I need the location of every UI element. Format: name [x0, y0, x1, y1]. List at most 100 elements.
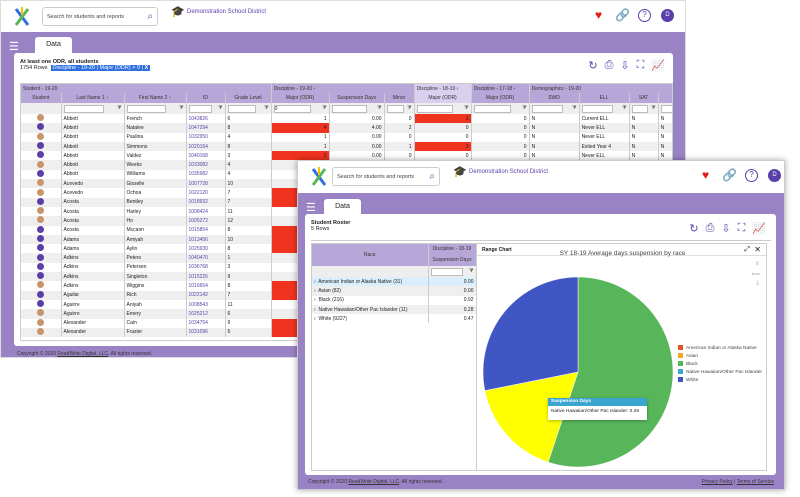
- search-input[interactable]: Search for students and reports ⌕: [42, 7, 158, 26]
- download-chart-icon[interactable]: ⤓: [756, 280, 759, 286]
- student-avatar[interactable]: [37, 179, 45, 187]
- cell-id[interactable]: 1033082: [186, 160, 226, 170]
- student-avatar[interactable]: [37, 262, 45, 270]
- pie-slice-native-hawaiian-other-pac-islander[interactable]: [484, 371, 579, 463]
- column-filter[interactable]: ⧩: [658, 103, 672, 114]
- cell-id[interactable]: 1040470: [186, 253, 226, 263]
- suspension-filter[interactable]: ⧩: [428, 266, 476, 277]
- column-filter[interactable]: ⧩: [225, 103, 272, 114]
- cell-id[interactable]: 1043826: [186, 114, 226, 124]
- filter-icon[interactable]: ⧩: [469, 267, 474, 274]
- student-avatar[interactable]: [37, 272, 45, 280]
- filter-input[interactable]: [581, 104, 614, 113]
- search-icon[interactable]: ⌕: [147, 11, 153, 22]
- cell-id[interactable]: 1020164: [186, 141, 226, 152]
- column-header[interactable]: SAT: [629, 93, 659, 103]
- link-icon[interactable]: 🔗: [722, 168, 737, 182]
- column-filter[interactable]: ⧩: [529, 103, 580, 114]
- cell-id[interactable]: 1008543: [186, 299, 226, 310]
- filter-input[interactable]: [227, 104, 257, 113]
- student-avatar[interactable]: [37, 114, 45, 122]
- column-header[interactable]: Suspension Days: [329, 93, 385, 103]
- student-avatar[interactable]: [37, 290, 45, 298]
- column-filter[interactable]: ⧩: [471, 103, 530, 114]
- student-avatar[interactable]: [37, 235, 45, 242]
- filter-icon[interactable]: ⧩: [218, 104, 223, 111]
- cell-id[interactable]: 1032950: [186, 132, 226, 142]
- filter-input[interactable]: [631, 104, 649, 113]
- column-header[interactable]: Last Name 1 ↑: [61, 93, 125, 103]
- group-header[interactable]: Discipline - 19-20 ‹: [271, 84, 415, 93]
- student-avatar[interactable]: [37, 327, 45, 335]
- student-avatar[interactable]: [37, 253, 45, 261]
- cell-id[interactable]: 1036768: [186, 262, 226, 273]
- legend-item[interactable]: White: [678, 377, 762, 385]
- column-filter[interactable]: ⧩: [384, 103, 415, 114]
- cell-id[interactable]: 1016654: [186, 281, 226, 291]
- race-row[interactable]: › White (9227) 0.47: [312, 314, 476, 324]
- student-avatar[interactable]: [37, 225, 45, 233]
- column-header[interactable]: Major (ODR): [271, 93, 330, 103]
- tab-data[interactable]: Data: [35, 37, 72, 53]
- fullscreen-icon[interactable]: ⛶: [737, 222, 746, 234]
- cell-id[interactable]: 1040168: [186, 151, 226, 161]
- race-cell[interactable]: › Black (216): [312, 295, 429, 305]
- filter-input[interactable]: [416, 104, 453, 113]
- student-avatar[interactable]: [37, 309, 45, 317]
- expand-row-icon[interactable]: ›: [314, 306, 316, 313]
- cell-id[interactable]: 1015854: [186, 225, 226, 235]
- filter-input[interactable]: [473, 104, 511, 113]
- column-filter[interactable]: ⧩: [629, 103, 659, 114]
- column-header[interactable]: Grade Level: [225, 93, 272, 103]
- student-avatar[interactable]: [37, 132, 45, 140]
- close-icon[interactable]: ✕: [754, 245, 761, 254]
- cell-id[interactable]: 1013456: [186, 234, 226, 245]
- filter-icon[interactable]: ⧩: [622, 104, 627, 111]
- filter-input[interactable]: [531, 104, 564, 113]
- company-link[interactable]: ReadWrite Digital, LLC: [348, 479, 400, 485]
- filter-icon[interactable]: ⧩: [572, 104, 577, 111]
- column-header-suspension-days[interactable]: Suspension Days: [428, 254, 476, 266]
- expand-icon[interactable]: ⤢: [744, 246, 750, 253]
- race-row[interactable]: › Asian (82) 0.00: [312, 286, 476, 296]
- user-avatar[interactable]: D: [768, 169, 781, 182]
- column-header[interactable]: SWD: [529, 93, 580, 103]
- column-header[interactable]: Student: [21, 93, 62, 103]
- filter-icon[interactable]: ⧩: [322, 104, 327, 111]
- student-avatar[interactable]: [37, 188, 45, 196]
- filter-icon[interactable]: ⧩: [179, 104, 184, 111]
- print-icon[interactable]: ⎙: [705, 222, 715, 234]
- student-avatar[interactable]: [37, 244, 45, 252]
- race-cell[interactable]: › White (9227): [312, 314, 429, 324]
- table-row[interactable]: Abbott Valdez 1040168 3 2 0.00 0 0 0 N Never ELL N N: [21, 151, 672, 161]
- search-input[interactable]: Search for students and reports ⌕: [332, 167, 440, 186]
- cell-id[interactable]: 1034754: [186, 318, 226, 328]
- company-link[interactable]: ReadWrite Digital, LLC: [57, 351, 109, 357]
- filter-input[interactable]: [660, 104, 672, 113]
- cell-id[interactable]: 1025930: [186, 244, 226, 254]
- expand-row-icon[interactable]: ›: [314, 287, 316, 294]
- column-header[interactable]: First Name 2 ↑: [124, 93, 187, 103]
- column-filter[interactable]: ⧩: [186, 103, 226, 114]
- student-avatar[interactable]: [37, 300, 45, 308]
- race-row[interactable]: › Native Hawaiian/Other Pac Islander (11…: [312, 304, 476, 315]
- hamburger-menu-icon[interactable]: ☰: [306, 202, 316, 214]
- table-row[interactable]: Abbott Natalee 1047294 8 4 4.00 2 0 0 N Never ELL N…: [21, 123, 672, 133]
- hamburger-menu-icon[interactable]: ☰: [9, 41, 19, 53]
- heart-icon[interactable]: ♥: [701, 168, 710, 182]
- column-header[interactable]: ID: [186, 93, 226, 103]
- column-filter[interactable]: ⧩: [579, 103, 630, 114]
- column-filter[interactable]: ⧩: [329, 103, 385, 114]
- user-avatar[interactable]: D: [661, 9, 674, 22]
- student-avatar[interactable]: [37, 142, 45, 150]
- filter-input[interactable]: [331, 104, 367, 113]
- terms-link[interactable]: Terms of Service: [736, 479, 774, 485]
- expand-row-icon[interactable]: ›: [314, 278, 316, 285]
- cell-id[interactable]: 1047294: [186, 123, 226, 133]
- legend-item[interactable]: Native Hawaiian/Other Pac Islander: [678, 369, 762, 377]
- cell-id[interactable]: 1022142: [186, 290, 226, 300]
- filter-icon[interactable]: ⧩: [407, 104, 412, 111]
- race-cell[interactable]: › Asian (82): [312, 286, 429, 296]
- student-avatar[interactable]: [37, 216, 45, 224]
- column-filter[interactable]: ⧩: [414, 103, 472, 114]
